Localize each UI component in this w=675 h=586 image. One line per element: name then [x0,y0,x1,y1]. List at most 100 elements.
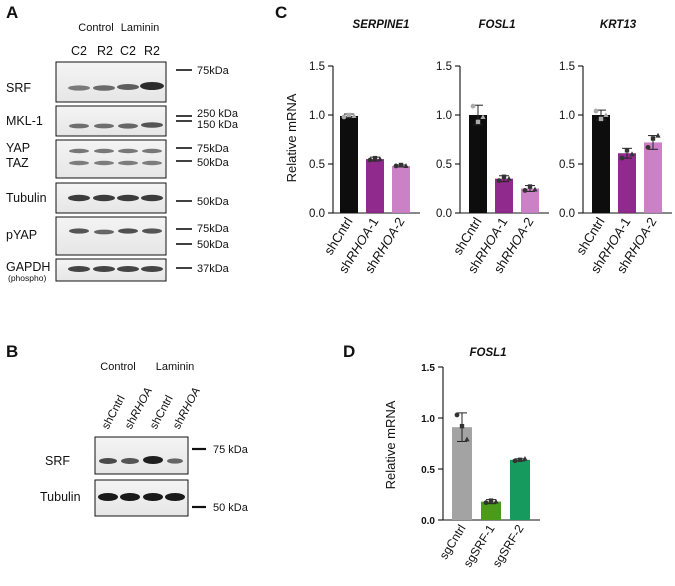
blot-label-srf: SRF [6,81,31,95]
lane-prefix: sh [123,415,139,431]
panel-c-ylabel: Relative mRNA [284,93,299,182]
chart-title: FOSL1 [469,347,506,359]
data-point [341,114,347,120]
blot-label-pyap: pYAP [6,228,37,242]
x-label-prefix: sh [614,256,634,276]
marker-b-tubulin-50: 50 kDa [213,502,249,514]
data-point [624,148,630,153]
bar [644,142,662,213]
x-label-prefix: sh [465,256,485,276]
y-tick-label: 0.5 [559,159,575,171]
panel-a-lane-4: R2 [144,44,160,58]
data-point [470,103,476,109]
y-tick-label: 1.5 [436,61,452,73]
marker-pyap-50: 50kDa [197,239,230,251]
data-point [393,163,399,169]
y-tick-label: 1.0 [421,414,435,425]
y-tick-label: 0.5 [309,159,325,171]
bar [618,153,636,213]
data-point [512,458,518,464]
chart-title: KRT13 [600,19,637,31]
marker-yap-75: 75kDa [197,143,230,155]
chart-title: FOSL1 [478,19,515,31]
data-point [372,155,378,161]
blot-mkl1 [55,105,167,137]
blot-label-gapdh: GAPDH [6,260,50,274]
data-point [629,151,635,157]
panel-d-letter: D [343,342,355,361]
data-point [522,188,528,193]
data-point [645,144,651,150]
marker-b-srf-75: 75 kDa [213,444,249,456]
y-tick-label: 0.0 [309,208,325,220]
data-point [593,108,599,114]
blot-b-label-srf: SRF [45,454,70,468]
blot-label-gapdh-sub: (phospho) [8,273,46,283]
marker-mkl1-250: 250 kDa [197,108,239,120]
x-label-prefix: sh [450,238,470,258]
x-label-prefix: sh [362,256,382,276]
chart-1: SERPINE10.00.51.01.5shCntrlshRHOA-1shRHO… [309,19,420,276]
data-point [603,112,609,117]
data-point [527,184,533,189]
data-point [532,186,538,192]
data-point [483,500,489,506]
data-point [496,178,502,184]
blot-label-yap: YAP [6,141,30,155]
lane-gene: Cntrl [106,394,128,421]
data-point [480,114,486,119]
data-point [367,157,373,163]
bar [481,501,501,520]
bar [510,459,530,520]
x-label-prefix: sh [491,256,511,276]
data-point [351,113,357,118]
x-label-prefix: sh [336,256,356,276]
y-tick-label: 1.5 [309,61,325,73]
panel-a-lane-1: C2 [71,44,87,58]
data-point [377,156,383,162]
y-tick-label: 1.0 [309,110,325,122]
marker-srf-75: 75kDa [197,65,230,77]
data-point [475,119,481,125]
bar [495,178,513,213]
data-point [506,175,512,181]
data-point [650,136,656,141]
lane-gene: RHOA [129,385,155,420]
panel-d-ylabel: Relative mRNA [383,400,398,489]
data-point [464,436,470,442]
data-point [522,456,528,461]
y-tick-label: 0.0 [421,516,435,527]
y-tick-label: 0.0 [559,208,575,220]
blot-yap-taz [55,139,167,179]
data-point [517,457,523,463]
data-point [488,498,494,503]
y-tick-label: 0.5 [421,465,435,476]
bar [521,188,539,213]
marker-mkl1-150: 150 kDa [197,119,239,131]
data-point [454,412,460,418]
x-label-prefix: sh [573,238,593,258]
data-point [346,112,352,118]
y-tick-label: 1.5 [559,61,575,73]
bar [452,427,472,520]
data-point [459,423,465,429]
y-tick-label: 0.5 [436,159,452,171]
data-point [398,162,404,168]
panel-a-group-control: Control [78,22,113,34]
blot-srf [55,61,167,103]
x-label-prefix: sh [321,238,341,258]
blot-b-srf [94,436,189,475]
lane-gene: Cntrl [154,394,176,421]
y-tick-label: 0.0 [436,208,452,220]
bar [469,115,487,213]
lane-prefix: sh [171,415,187,431]
panel-a-lane-3: C2 [120,44,136,58]
panel-b-group-laminin: Laminin [156,361,195,373]
x-label-prefix: sh [588,256,608,276]
blot-label-taz: TAZ [6,156,29,170]
bar-charts: SERPINE10.00.51.01.5shCntrlshRHOA-1shRHO… [309,19,672,570]
